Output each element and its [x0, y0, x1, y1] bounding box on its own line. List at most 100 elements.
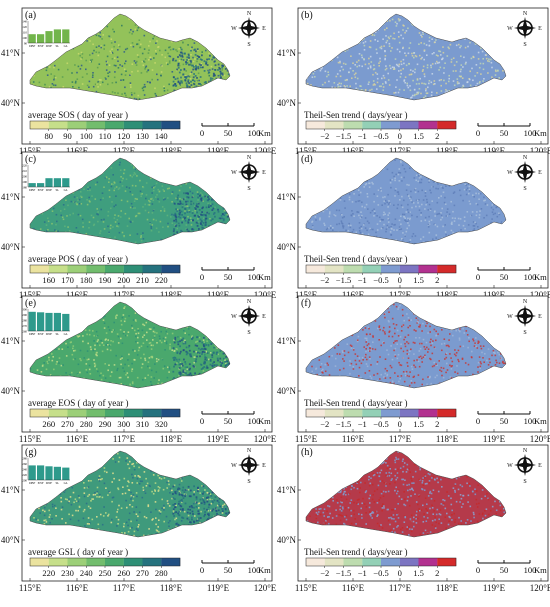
compass-n-label: N [247, 11, 252, 17]
compass-s-label: S [523, 330, 526, 336]
scale-bar-label: 100 [248, 272, 261, 282]
region-fill [306, 302, 506, 388]
inset-bar [45, 178, 53, 187]
lon-label: 116°E [342, 583, 365, 593]
legend-tick-label: −2 [320, 131, 329, 141]
panel-a: (a) 41°N 40°N 115°E 116°E 117°E 118°E 119°E 120°… [1, 7, 277, 156]
legend-colorbar: 80 90 100 110 120 130 140 [29, 120, 181, 141]
compass-s-label: S [523, 479, 526, 485]
legend-swatch [123, 558, 143, 566]
compass-e-label: E [262, 170, 266, 176]
legend-tick-label: 320 [155, 419, 168, 429]
panel-label: (b) [301, 10, 313, 21]
legend-tick-label: 260 [42, 419, 55, 429]
inset-category-label: DBF [29, 188, 35, 192]
legend-swatch [30, 409, 49, 417]
compass-needle-w [238, 462, 249, 468]
compass-needle-w [238, 169, 249, 175]
inset-bar [37, 312, 45, 331]
inset-bar [53, 312, 61, 331]
compass-e-label: E [538, 170, 542, 176]
legend-swatch [86, 409, 106, 417]
compass-needle-e [249, 462, 260, 468]
legend-tick-label: −1 [358, 568, 367, 578]
compass-n-label: N [523, 299, 528, 305]
lon-label: 120°E [530, 146, 550, 156]
compass-needle-s [246, 465, 252, 476]
north-arrow-icon: N S W E [507, 299, 542, 336]
legend-title: Theil-Sen trend ( days/year ) [304, 254, 407, 264]
legend-colorbar: −2 −1.5 −1 −0.5 0 1.5 2 [305, 120, 457, 141]
legend-tick-label: 250 [99, 568, 112, 578]
legend-tick-label: 110 [99, 131, 111, 141]
legend-swatch [105, 409, 124, 417]
region-outline [305, 450, 507, 538]
compass-n-label: N [523, 11, 528, 17]
legend-swatch [161, 558, 181, 566]
legend-swatch [343, 558, 363, 566]
inset-bar [37, 183, 45, 187]
north-arrow-icon: N S W E [231, 299, 266, 336]
legend-swatch [105, 558, 124, 566]
compass-needle-n [246, 305, 252, 316]
north-arrow-icon: N S W E [507, 448, 542, 485]
legend-swatch [48, 558, 68, 566]
legend-tick-label: 230 [61, 568, 74, 578]
legend-swatch [142, 409, 162, 417]
lat-label: 41°N [1, 192, 21, 202]
lon-label: 117°E [389, 583, 412, 593]
legend-swatch [362, 265, 382, 273]
compass-w-label: W [507, 314, 513, 320]
legend-swatch [381, 265, 400, 273]
legend-tick-label: 2 [435, 568, 439, 578]
lon-label: 118°E [160, 290, 183, 300]
legend-swatch [437, 121, 457, 129]
region-outline [29, 301, 231, 389]
lon-label: 120°E [530, 290, 550, 300]
region-fill [30, 302, 230, 388]
scale-bar-label: 50 [224, 272, 233, 282]
legend-swatch [437, 558, 457, 566]
inset-category-label: DBF [29, 332, 35, 336]
lat-label: 40°N [1, 242, 21, 252]
legend-swatch [381, 558, 400, 566]
legend-swatch [418, 121, 438, 129]
compass-needle-n [246, 161, 252, 172]
legend-tick-label: −2 [320, 275, 329, 285]
lat-label: 41°N [1, 336, 21, 346]
inset-axis-label: 220 [22, 164, 27, 168]
lat-label: 41°N [277, 192, 297, 202]
compass-needle-n [246, 454, 252, 465]
legend-swatch [161, 409, 181, 417]
scale-bar-unit: Km [534, 272, 547, 282]
scale-bar-unit: Km [258, 416, 271, 426]
legend-tick-label: 190 [99, 275, 112, 285]
legend-tick-label: 0 [398, 419, 402, 429]
lon-label: 119°E [483, 583, 506, 593]
legend-swatch [381, 409, 400, 417]
compass-w-label: W [507, 463, 513, 469]
lon-label: 118°E [160, 583, 183, 593]
lon-label: 120°E [530, 434, 550, 444]
legend-tick-label: 210 [136, 275, 149, 285]
inset-category-label: DBF [29, 44, 35, 48]
legend-tick-label: −1 [358, 419, 367, 429]
scale-bar-label: 50 [500, 565, 509, 575]
scale-bar-label: 0 [200, 416, 204, 426]
lon-label: 118°E [160, 434, 183, 444]
region-outline [29, 13, 231, 101]
lon-label: 116°E [342, 434, 365, 444]
panel-label: (e) [25, 298, 36, 309]
legend-title: average SOS ( day of year ) [28, 110, 128, 120]
legend-swatch [306, 121, 325, 129]
compass-e-label: E [262, 463, 266, 469]
lon-label: 117°E [113, 290, 136, 300]
lon-label: 119°E [483, 290, 506, 300]
inset-axis-label: 140 [22, 20, 27, 24]
scale-bar-label: 100 [248, 416, 261, 426]
inset-axis-label: 260 [22, 462, 27, 466]
